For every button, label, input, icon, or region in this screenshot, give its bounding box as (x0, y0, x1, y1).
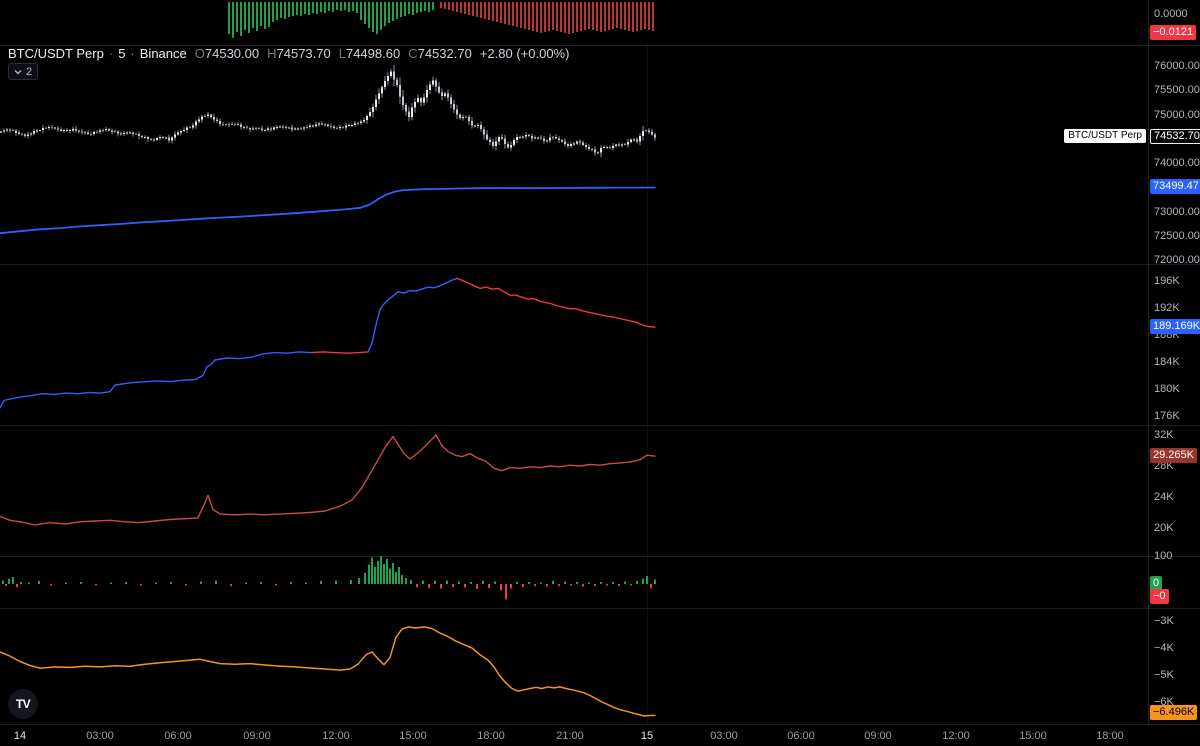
upper-stat-line (0, 277, 656, 409)
strip-last-value-badge: −0.0121 (1150, 25, 1197, 40)
axis-pane-separator (1149, 425, 1200, 426)
pane-separators (0, 45, 1148, 609)
symbol-header: BTC/USDT Perp · 5 · Binance O74530.00 H7… (8, 46, 569, 61)
price-axis-label: 32K (1154, 429, 1174, 441)
price-axis-label: 74000.00 (1154, 157, 1200, 169)
axis-pane-separator (1149, 45, 1200, 46)
delta-histogram-series (2, 556, 656, 600)
price-axis-label: −4K (1154, 642, 1174, 654)
pane5-value-badge: −6.496K (1150, 705, 1198, 720)
lower-stat-line (0, 626, 656, 717)
top-histogram-series (228, 2, 654, 38)
chevron-down-icon (14, 69, 22, 74)
indicators-collapse-button[interactable]: 2 (8, 63, 39, 80)
price-axis-label: 180K (1154, 383, 1180, 395)
collapse-count: 2 (26, 65, 33, 78)
time-axis-label: 03:00 (86, 730, 114, 742)
price-axis-label: −3K (1154, 615, 1174, 627)
header-separator: · (108, 46, 114, 61)
ohlc-low: L74498.60 (338, 46, 401, 61)
time-axis-label: 15:00 (1019, 730, 1047, 742)
axis-pane-separator (1149, 556, 1200, 557)
time-axis-label: 15:00 (399, 730, 427, 742)
interval-value[interactable]: 5 (118, 46, 126, 61)
price-axis[interactable]: 0.0000 76000.00 75500.00 75000.00 74000.00 73… (1148, 0, 1200, 724)
chart-canvas[interactable] (0, 0, 1148, 724)
price-axis-label: 176K (1154, 410, 1180, 422)
mid-stat-line (0, 434, 656, 526)
tradingview-logo-glyph: TV (15, 697, 31, 711)
time-axis-day-label: 15 (640, 730, 654, 742)
price-axis-label: 196K (1154, 275, 1180, 287)
pane2-value-badge: 189.169K (1150, 319, 1200, 334)
ohlc-open: O74530.00 (194, 46, 260, 61)
price-axis-label: −5K (1154, 669, 1174, 681)
price-change: +2.80 (+0.00%) (479, 46, 570, 61)
price-axis-label: 192K (1154, 302, 1180, 314)
time-axis-label: 09:00 (864, 730, 892, 742)
blue-line-value-badge: 73499.47 (1150, 179, 1200, 194)
price-axis-label: 100 (1154, 550, 1173, 562)
time-axis-label: 18:00 (477, 730, 505, 742)
price-axis-label: 72500.00 (1154, 230, 1200, 242)
time-axis-label: 06:00 (164, 730, 192, 742)
current-price-badge: 74532.70 (1150, 129, 1200, 144)
time-axis-label: 12:00 (942, 730, 970, 742)
delta-pos-badge: 0 (1150, 576, 1163, 591)
exchange-name[interactable]: Binance (139, 46, 187, 61)
time-axis-label: 12:00 (322, 730, 350, 742)
price-axis-label: 72000.00 (1154, 254, 1200, 266)
price-axis-label: 75500.00 (1154, 84, 1200, 96)
time-axis[interactable]: 14 03:00 06:00 09:00 12:00 15:00 18:00 21:00 15 0… (0, 724, 1200, 746)
price-axis-label: 75000.00 (1154, 109, 1200, 121)
price-axis-label: 20K (1154, 522, 1174, 534)
price-axis-label: 0.0000 (1154, 8, 1188, 20)
price-axis-label: 28K (1154, 460, 1174, 472)
price-line-symbol-tag: BTC/USDT Perp (1064, 129, 1146, 143)
price-axis-label: 73000.00 (1154, 206, 1200, 218)
time-axis-label: 03:00 (710, 730, 738, 742)
price-overlay-blue-line (0, 186, 656, 235)
time-axis-label: 21:00 (556, 730, 584, 742)
axis-pane-separator (1149, 608, 1200, 609)
session-break-line (647, 45, 648, 724)
pane3-value-badge: 29.265K (1150, 448, 1197, 463)
time-axis-day-label: 14 (13, 730, 27, 742)
time-axis-label: 09:00 (243, 730, 271, 742)
price-axis-label: 184K (1154, 356, 1180, 368)
price-axis-label: 76000.00 (1154, 60, 1200, 72)
axis-pane-separator (1149, 264, 1200, 265)
time-axis-label: 06:00 (787, 730, 815, 742)
price-axis-label: 24K (1154, 491, 1174, 503)
header-separator: · (130, 46, 135, 61)
ohlc-close: C74532.70 (408, 46, 472, 61)
symbol-name[interactable]: BTC/USDT Perp (8, 46, 104, 61)
ohlc-high: H74573.70 (267, 46, 331, 61)
candle-wicks (0, 64, 656, 158)
tradingview-logo[interactable]: TV (8, 689, 38, 719)
delta-neg-badge: −0 (1150, 589, 1169, 604)
chart-area[interactable]: BTC/USDT Perp · 5 · Binance O74530.00 H7… (0, 0, 1148, 724)
candle-bodies (0, 71, 656, 154)
time-axis-label: 18:00 (1096, 730, 1124, 742)
